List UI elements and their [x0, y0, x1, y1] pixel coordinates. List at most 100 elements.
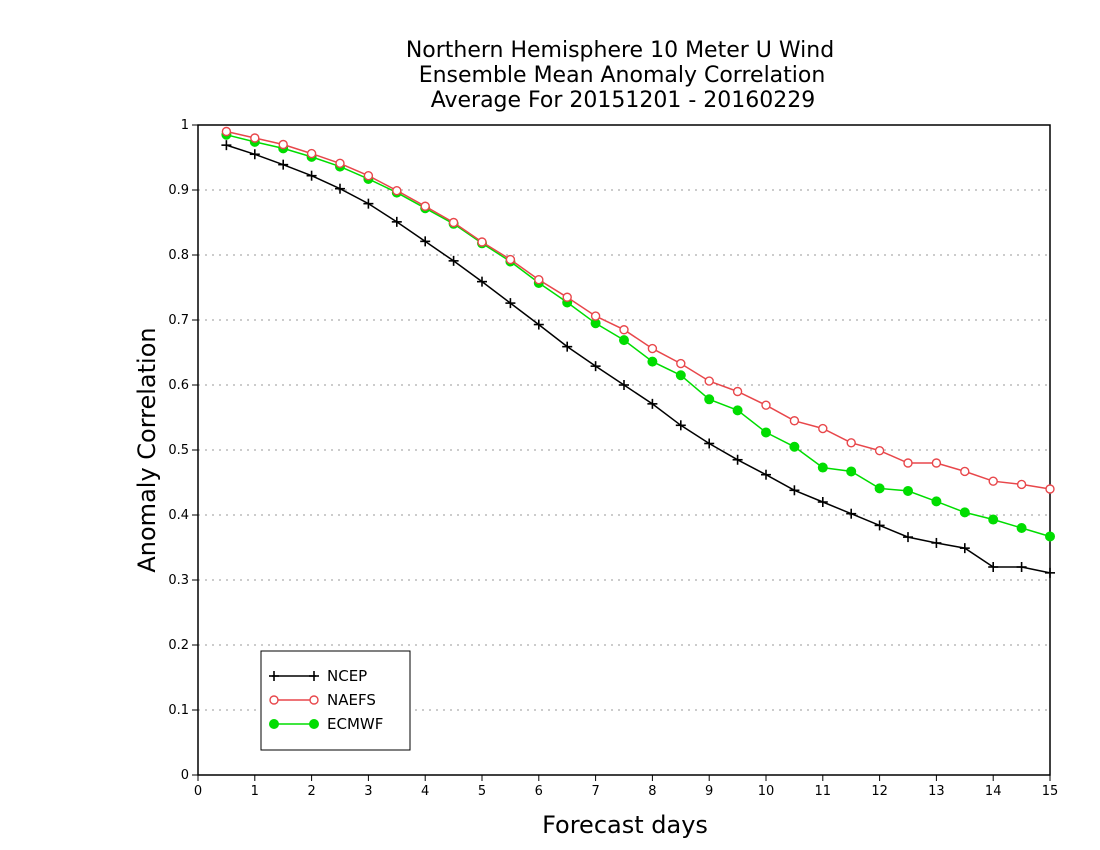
data-point-ncep: [590, 361, 601, 372]
y-tick-label: 0.2: [168, 638, 189, 653]
data-point-naefs: [590, 311, 601, 321]
data-point-naefs: [335, 158, 345, 169]
data-point-naefs: [903, 458, 913, 468]
data-point-ncep: [477, 276, 487, 287]
data-point-ecmwf: [789, 441, 800, 452]
x-tick-label: 2: [307, 784, 315, 799]
data-point-naefs: [420, 201, 430, 211]
data-point-ecmwf: [817, 462, 828, 473]
data-point-ecmwf: [959, 507, 970, 518]
series-layer: [221, 126, 1055, 578]
data-point-ncep: [931, 537, 942, 548]
legend-marker-ncep: [269, 671, 279, 681]
data-point-naefs: [789, 416, 800, 426]
chart-title-line-2: Ensemble Mean Anomaly Correlation: [418, 63, 826, 88]
x-tick-label: 11: [815, 784, 832, 799]
x-tick-label: 15: [1042, 784, 1059, 799]
x-tick-label: 0: [194, 784, 202, 799]
data-point-naefs: [988, 476, 998, 486]
y-tick-label: 0.5: [168, 443, 189, 458]
series-naefs: [221, 126, 1055, 494]
data-point-ncep: [505, 298, 516, 309]
data-point-ncep: [817, 497, 828, 507]
data-point-ncep: [959, 543, 970, 554]
data-point-ncep: [221, 140, 232, 151]
x-tick-label: 14: [985, 784, 1002, 799]
data-point-naefs: [676, 358, 686, 369]
series-line-ecmwf: [226, 134, 1051, 538]
legend-marker-naefs: [269, 695, 279, 705]
data-point-ncep: [846, 508, 857, 519]
data-point-ncep: [391, 216, 402, 227]
chart-title-line-1: Northern Hemisphere 10 Meter U Wind: [405, 38, 835, 63]
data-point-ncep: [732, 454, 743, 465]
data-point-naefs: [647, 343, 658, 354]
data-point-ncep: [789, 485, 800, 496]
x-axis-label: Forecast days: [542, 811, 708, 839]
data-point-ncep: [533, 319, 544, 330]
legend-label-naefs: NAEFS: [327, 691, 376, 709]
data-point-naefs: [732, 386, 743, 397]
data-point-naefs: [363, 170, 374, 181]
y-tick-label: 1: [181, 118, 189, 133]
data-point-naefs: [562, 292, 572, 302]
data-point-ecmwf: [1016, 523, 1027, 533]
y-tick-label: 0.8: [168, 248, 189, 263]
chart-title: Northern Hemisphere 10 Meter U Wind Ense…: [0, 38, 1100, 113]
x-tick-label: 7: [591, 784, 599, 799]
y-axis-label: Anomaly Correlation: [133, 327, 161, 572]
x-tick-label: 3: [364, 784, 372, 799]
data-point-naefs: [960, 466, 970, 477]
data-point-naefs: [306, 148, 317, 159]
data-point-ncep: [675, 420, 686, 431]
data-point-ecmwf: [874, 483, 885, 494]
data-point-ecmwf: [619, 335, 629, 346]
x-tick-label: 4: [421, 784, 429, 799]
data-point-ncep: [249, 149, 260, 160]
series-line-naefs: [226, 130, 1051, 490]
data-point-ncep: [278, 159, 289, 170]
data-point-naefs: [448, 217, 459, 228]
data-point-naefs: [278, 139, 288, 150]
data-point-naefs: [846, 438, 856, 448]
y-tick-label: 0: [181, 768, 189, 783]
data-point-ecmwf: [846, 466, 857, 477]
data-point-naefs: [477, 237, 487, 247]
data-point-naefs: [221, 126, 232, 137]
data-point-naefs: [505, 254, 516, 265]
data-point-ncep: [761, 469, 771, 480]
axis-ticks: 00.10.20.30.40.50.60.70.80.910 1 2 3 4 5 6 7 8 9 1…: [168, 118, 1058, 799]
legend-marker-ecmwf: [309, 719, 319, 729]
y-tick-label: 0.4: [168, 508, 189, 523]
data-point-naefs: [1045, 484, 1055, 494]
data-point-ncep: [448, 255, 459, 266]
data-point-naefs: [874, 445, 885, 456]
legend-label-ecmwf: ECMWF: [327, 715, 383, 733]
x-tick-label: 12: [871, 784, 888, 799]
data-point-naefs: [931, 458, 942, 468]
data-point-ncep: [874, 520, 885, 531]
data-point-ecmwf: [732, 405, 743, 416]
data-point-ecmwf: [761, 427, 771, 438]
series-line-ncep: [226, 144, 1051, 574]
grid-lines: [198, 189, 1050, 711]
y-tick-label: 0.1: [168, 703, 189, 718]
y-tick-label: 0.6: [168, 378, 189, 393]
legend-marker-ecmwf: [269, 719, 279, 729]
data-point-naefs: [704, 376, 714, 386]
data-point-ncep: [988, 562, 999, 572]
data-point-ecmwf: [704, 394, 715, 405]
data-point-naefs: [534, 275, 544, 285]
data-point-naefs: [761, 400, 771, 410]
data-point-ncep: [562, 341, 573, 352]
x-tick-label: 1: [251, 784, 259, 799]
data-point-naefs: [250, 133, 260, 143]
data-point-ncep: [306, 170, 317, 181]
x-tick-label: 5: [478, 784, 486, 799]
series-ncep: [221, 140, 1055, 578]
data-point-naefs: [619, 325, 629, 335]
data-point-ncep: [903, 532, 913, 543]
data-point-naefs: [818, 423, 828, 434]
x-tick-label: 9: [705, 784, 713, 799]
